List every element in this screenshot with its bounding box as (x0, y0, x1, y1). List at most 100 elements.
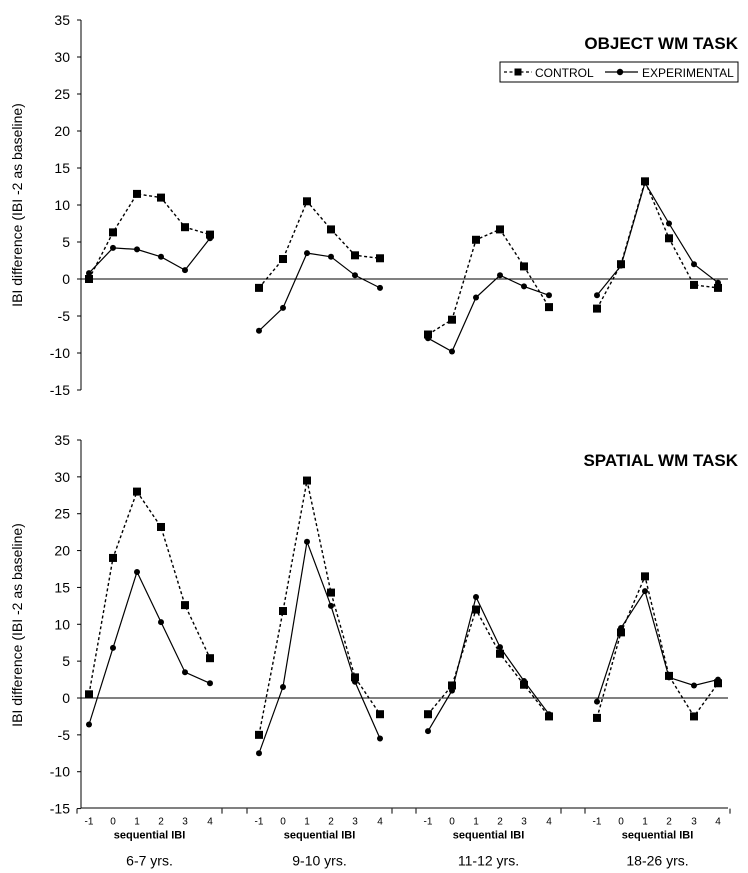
x-tick-label: 0 (618, 817, 624, 828)
data-point-experimental (352, 272, 358, 279)
x-tick-label: 3 (521, 817, 527, 828)
data-point-experimental (594, 698, 600, 705)
data-point-control (303, 197, 311, 206)
data-point-experimental (546, 711, 552, 718)
data-point-experimental (715, 676, 721, 683)
data-point-experimental (304, 250, 310, 257)
data-point-experimental (182, 267, 188, 274)
data-point-control (133, 189, 141, 198)
series-line-control (258, 199, 381, 289)
data-point-control (109, 553, 117, 562)
y-tick-label-object: -5 (58, 308, 71, 324)
series-line-experimental (427, 274, 550, 353)
x-tick-label: -1 (424, 817, 433, 828)
legend-control-label: CONTROL (535, 66, 594, 80)
x-tick-label: 1 (304, 817, 310, 828)
data-point-experimental (110, 644, 116, 651)
age-group-label: 18-26 yrs. (626, 853, 688, 869)
data-point-control (690, 712, 698, 721)
age-group-label: 6-7 yrs. (126, 853, 173, 869)
data-point-control (206, 230, 214, 239)
data-point-experimental (666, 674, 672, 681)
data-point-control (714, 283, 722, 292)
x-tick-label: 3 (691, 817, 697, 828)
age-group-label: 11-12 yrs. (458, 853, 519, 869)
x-tick-label: -1 (593, 817, 602, 828)
data-point-control (448, 681, 456, 690)
x-tick-label: -1 (85, 817, 94, 828)
data-point-control (496, 649, 504, 658)
data-point-experimental (666, 220, 672, 227)
data-point-experimental (497, 272, 503, 279)
data-point-control (690, 280, 698, 289)
data-point-experimental (618, 262, 624, 269)
data-point-control (520, 680, 528, 689)
y-tick-label-object: 5 (62, 234, 70, 250)
panel-title-spatial: SPATIAL WM TASK (583, 451, 738, 470)
data-point-control (206, 654, 214, 663)
data-point-experimental (473, 594, 479, 601)
series-line-experimental (88, 237, 211, 274)
data-point-experimental (377, 735, 383, 742)
data-point-control (157, 193, 165, 202)
data-point-control (545, 303, 553, 312)
data-point-experimental (110, 244, 116, 251)
panel-object-wm: -15 -10 -5 0 5 10 15 20 25 30 35 IBI difference (I… (9, 12, 739, 398)
data-point-control (376, 254, 384, 263)
data-point-control (424, 710, 432, 719)
legend-control-marker-icon (514, 68, 522, 76)
data-point-control (181, 223, 189, 232)
legend-experimental-marker-icon (616, 68, 624, 76)
x-tick-label: 1 (642, 817, 648, 828)
data-point-control (424, 330, 432, 339)
data-point-control (520, 262, 528, 271)
series-line-experimental (258, 539, 381, 754)
x-tick-label: 2 (666, 817, 672, 828)
data-point-control (109, 228, 117, 237)
series-line-experimental (258, 252, 381, 332)
y-axis-label-object: IBI difference (IBI -2 as baseline) (9, 103, 25, 307)
y-tick-label-object: 30 (54, 49, 70, 65)
y-tick-label-object: 0 (62, 271, 70, 287)
x-axis-label: sequential IBI (453, 830, 525, 842)
data-point-control (157, 522, 165, 531)
plot-object (85, 177, 722, 355)
data-point-experimental (642, 588, 648, 595)
x-tick-label: 0 (280, 817, 286, 828)
y-tick-label-object: 15 (54, 160, 70, 176)
data-point-experimental (594, 292, 600, 299)
y-tick-label-spatial: 0 (62, 690, 70, 706)
data-point-control (327, 588, 335, 597)
x-tick-label: 2 (328, 817, 334, 828)
data-point-experimental (352, 678, 358, 685)
data-point-experimental (521, 678, 527, 685)
data-point-control (617, 628, 625, 637)
data-point-control (327, 225, 335, 234)
x-tick-label: 4 (546, 817, 552, 828)
data-point-experimental (473, 294, 479, 301)
data-point-control (279, 255, 287, 264)
data-point-experimental (691, 682, 697, 689)
y-tick-label-object: 35 (54, 12, 70, 28)
x-tick-label: 3 (182, 817, 188, 828)
x-axis-label: sequential IBI (114, 830, 186, 842)
x-tick-label: 4 (377, 817, 383, 828)
x-tick-label: 2 (158, 817, 164, 828)
x-tick-label: 0 (449, 817, 455, 828)
x-tick-label: 1 (134, 817, 140, 828)
data-point-experimental (256, 327, 262, 334)
y-ticks-object: -15 -10 -5 0 5 10 15 20 25 30 35 (50, 12, 81, 398)
y-tick-label-spatial: 20 (54, 543, 70, 559)
series-line-control (88, 490, 211, 695)
x-tick-label: 4 (715, 817, 721, 828)
series-line-control (596, 574, 719, 719)
data-point-control (714, 679, 722, 688)
data-point-experimental (497, 644, 503, 651)
data-point-control (472, 235, 480, 244)
y-axis-label-spatial: IBI difference (IBI -2 as baseline) (9, 523, 25, 727)
data-point-experimental (256, 750, 262, 757)
y-tick-label-spatial: 35 (54, 432, 70, 448)
data-point-experimental (449, 348, 455, 355)
data-point-experimental (546, 292, 552, 299)
